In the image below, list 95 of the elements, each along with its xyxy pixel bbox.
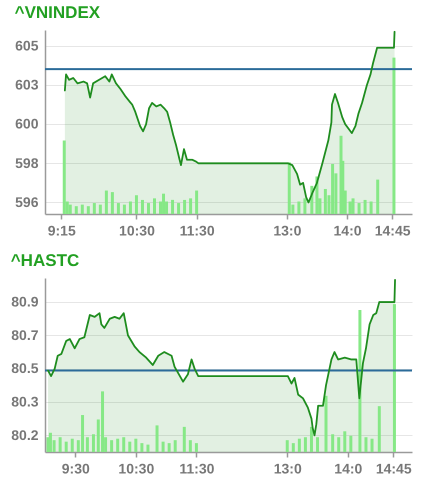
bar (74, 206, 78, 214)
bar (58, 437, 62, 452)
bar (86, 437, 89, 452)
bar (292, 443, 295, 452)
bar (110, 440, 114, 452)
bar (128, 201, 132, 214)
bar (310, 426, 313, 452)
x-tick-label: 11:30 (180, 222, 215, 238)
bar (392, 58, 396, 214)
bar (316, 437, 320, 452)
bar (48, 432, 52, 452)
bar (348, 201, 352, 214)
y-tick-label: 80.3 (11, 394, 39, 410)
bar (297, 201, 300, 214)
y-tick-label: 596 (15, 194, 39, 210)
bar (182, 426, 186, 452)
bar (174, 440, 177, 452)
bar (140, 443, 144, 452)
bar (324, 396, 328, 452)
bar (337, 437, 340, 452)
x-tick-label: 10:30 (119, 222, 156, 238)
bar (177, 203, 180, 214)
bar (92, 434, 95, 452)
bar (288, 162, 291, 214)
y-tick-label: 80.5 (11, 360, 39, 376)
bar (116, 203, 120, 214)
bar (376, 180, 380, 214)
bar (92, 203, 96, 214)
bar (370, 201, 373, 214)
bar (358, 203, 361, 214)
bar (98, 204, 102, 214)
bar (286, 440, 289, 452)
bar (80, 204, 84, 214)
bar (324, 188, 327, 214)
bar (194, 443, 198, 452)
bar (162, 442, 165, 452)
bar (352, 198, 355, 214)
x-tick-label: 13:0 (273, 222, 302, 238)
bar (122, 437, 126, 452)
bar (331, 164, 334, 214)
bar (146, 203, 150, 214)
bar (364, 200, 367, 214)
bar (195, 190, 198, 214)
bar (146, 444, 150, 452)
bar (331, 434, 334, 452)
bar (104, 190, 108, 214)
bar (162, 194, 166, 214)
bar (153, 198, 156, 214)
bar (70, 438, 74, 452)
bar (64, 442, 68, 452)
chart-title: ^VNINDEX (14, 3, 101, 22)
bar (101, 391, 104, 452)
bar (140, 200, 144, 214)
bar (392, 304, 396, 452)
bar (128, 442, 132, 452)
y-tick-label: 80.9 (11, 294, 39, 310)
bar (156, 425, 159, 452)
x-tick-label: 14:45 (376, 460, 412, 476)
y-tick-label: 600 (15, 116, 39, 132)
bar (134, 195, 138, 214)
x-tick-label: 13:0 (274, 460, 302, 476)
bar (122, 204, 126, 214)
x-tick-label: 11:30 (179, 460, 215, 476)
bar (171, 200, 174, 214)
x-tick-label: 10:30 (118, 460, 154, 476)
bar (62, 140, 66, 214)
bar (116, 438, 120, 452)
bar (134, 438, 138, 452)
bar (81, 415, 84, 452)
bar (370, 438, 374, 452)
y-tick-label: 80.7 (11, 326, 39, 343)
bar (189, 198, 192, 214)
bar (298, 438, 301, 452)
bar (168, 443, 171, 452)
bar (183, 200, 186, 214)
bar (343, 431, 346, 452)
x-tick-label: 14:0 (334, 460, 363, 476)
bar (86, 206, 90, 214)
bar (378, 406, 381, 452)
x-tick-label: 9:15 (48, 222, 76, 238)
chart-title: ^HASTC (10, 251, 80, 270)
x-tick-label: 14:45 (374, 222, 411, 238)
bar (364, 437, 368, 452)
y-tick-label: 603 (15, 76, 39, 93)
x-tick-label: 9:30 (62, 460, 90, 476)
y-tick-label: 598 (15, 154, 39, 171)
bar (110, 192, 114, 214)
bar (68, 204, 72, 214)
y-tick-label: 605 (15, 38, 39, 54)
y-tick-label: 80.2 (11, 426, 39, 443)
bar (188, 440, 192, 452)
bar (349, 436, 352, 452)
bar (303, 198, 306, 214)
x-tick-label: 14:0 (334, 222, 362, 238)
bar (304, 437, 307, 452)
